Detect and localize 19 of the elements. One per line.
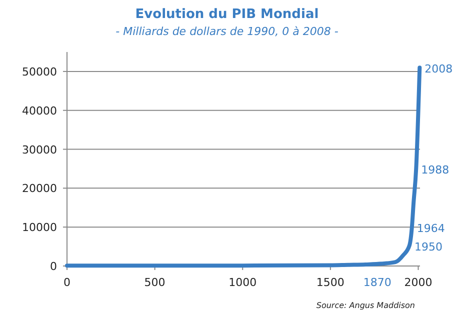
chart-subtitle: - Milliards de dollars de 1990, 0 à 2008 - bbox=[116, 25, 338, 38]
y-tick-label: 30000 bbox=[22, 143, 57, 156]
annotation: 1964 bbox=[416, 222, 445, 236]
x-tick-label: 2000 bbox=[404, 276, 432, 289]
x-tick-label: 0 bbox=[64, 276, 70, 289]
x-tick-label: 1000 bbox=[228, 276, 257, 289]
y-tick-label: 40000 bbox=[22, 104, 57, 118]
chart-title: Evolution du PIB Mondial bbox=[135, 7, 319, 22]
source-note: Source: Angus Maddison bbox=[316, 301, 415, 310]
x-tick-label: 500 bbox=[144, 276, 166, 289]
y-tick-label: 10000 bbox=[22, 221, 57, 234]
y-tick-label: 50000 bbox=[22, 65, 57, 78]
annotation: 1950 bbox=[414, 240, 442, 254]
annotation: 2008 bbox=[424, 62, 453, 76]
annotation: 1988 bbox=[421, 164, 450, 177]
x-tick-label: 1500 bbox=[316, 276, 344, 289]
y-tick-label: 20000 bbox=[22, 182, 57, 196]
y-tick-label: 0 bbox=[50, 260, 57, 273]
annotation: 1870 bbox=[363, 276, 392, 289]
